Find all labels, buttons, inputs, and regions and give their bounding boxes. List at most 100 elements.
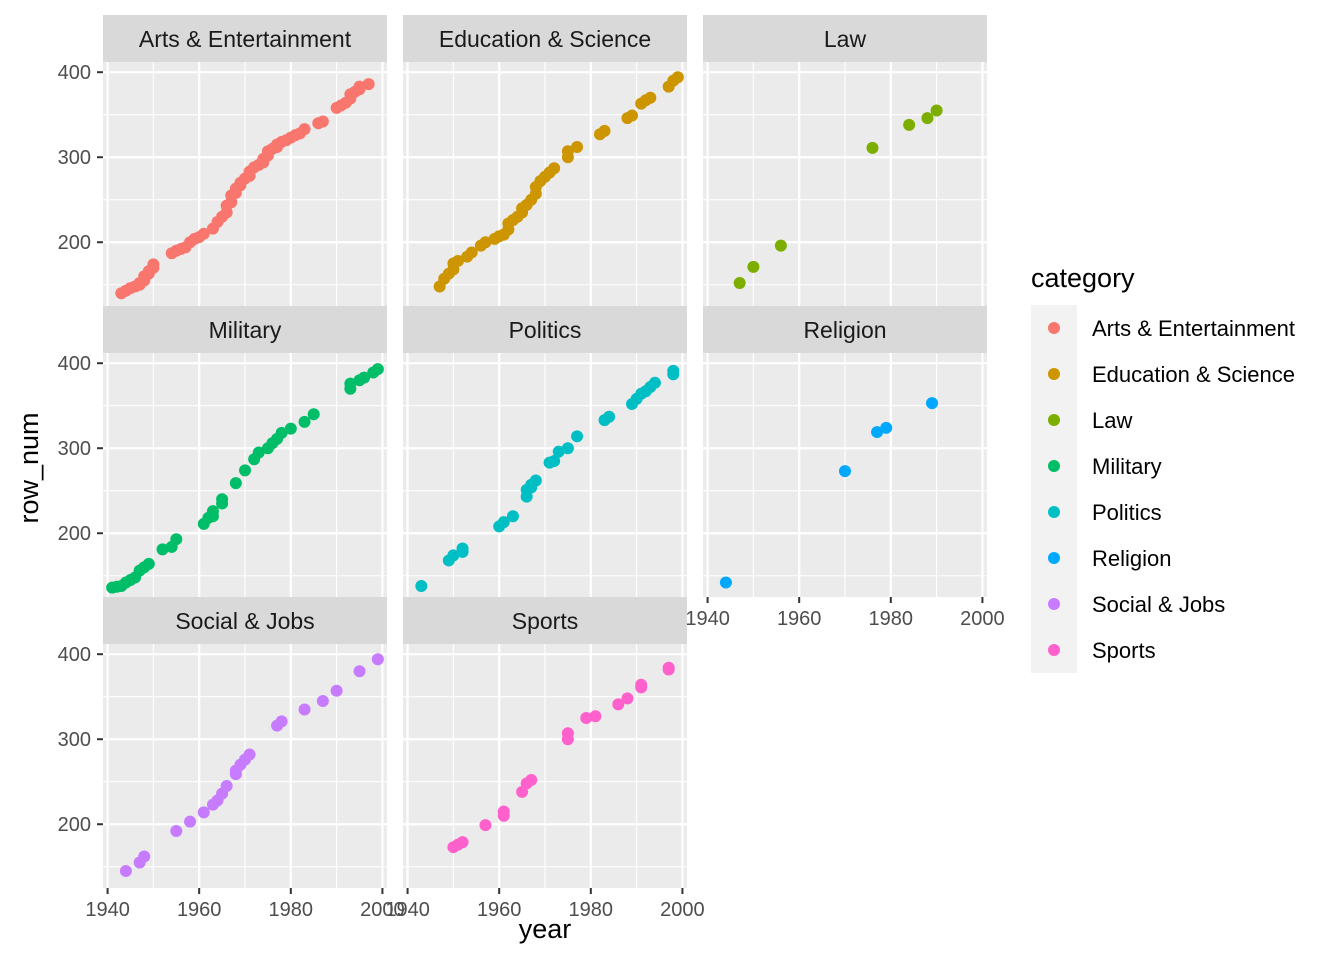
y-tick-label: 200 [58,523,91,545]
data-point [497,516,510,529]
data-point [561,145,574,158]
data-point [930,104,943,117]
x-tick-label: 1960 [777,608,822,630]
data-point [197,227,210,240]
data-point [298,703,311,716]
data-point [548,162,561,175]
data-point [571,430,584,443]
data-point [184,815,197,828]
legend-label-military: Military [1092,454,1162,479]
data-point [330,684,343,697]
data-point [603,410,616,423]
y-tick-label: 200 [58,814,91,836]
data-point [456,836,469,849]
y-tick-label: 300 [58,438,91,460]
data-point [589,710,602,723]
facet-strip-label: Military [209,317,282,343]
data-point [621,692,634,705]
x-tick-label: 1940 [85,899,130,921]
data-point [506,510,519,523]
data-point [926,397,939,410]
legend-label-education-and-science: Education & Science [1092,362,1295,387]
legend: category Arts & Entertainment Education &… [1031,263,1295,673]
data-point [648,376,661,389]
legend-label-law: Law [1092,408,1132,433]
data-point [667,364,680,377]
data-point [839,465,851,478]
data-point [903,118,916,131]
facet-panels: Arts & Entertainment 200 300 400 Education &… [58,15,1005,921]
data-point [465,246,478,259]
data-point [170,533,183,546]
facet-strip [403,306,687,353]
x-tick-label: 1980 [569,899,614,921]
data-point [644,91,657,104]
data-point [156,543,169,556]
facet-law: Law [703,15,987,306]
facet-strip-label: Education & Science [439,26,651,52]
data-point [561,442,574,455]
facet-politics: Politics [403,306,687,597]
data-point [626,109,639,122]
data-point [229,477,242,490]
legend-label-arts-and-entertainment: Arts & Entertainment [1092,316,1295,341]
legend-key-background [1031,305,1077,673]
data-point [307,408,320,421]
facet-strip [403,15,687,62]
facet-strip-label: Sports [512,608,578,634]
data-point [479,236,492,249]
data-point [525,774,538,787]
data-point [284,422,297,435]
data-point [298,415,311,428]
data-point [671,71,684,84]
legend-key-politics [1048,506,1060,518]
data-point [119,864,132,877]
data-point [239,464,251,477]
data-point [447,549,460,562]
data-point [880,421,893,434]
data-point [353,665,366,678]
legend-items: Arts & Entertainment Education & Science L… [1048,316,1295,663]
data-point [921,112,934,125]
data-point [747,260,760,273]
facet-strip-label: Religion [803,317,886,343]
data-point [871,426,884,439]
data-point [206,510,219,523]
facet-strip [103,15,387,62]
data-point [316,694,329,707]
facet-religion: Religion 1940 1960 1980 2000 [685,306,1005,630]
facet-strip-label: Law [824,26,867,52]
legend-title: category [1031,263,1135,293]
data-point [220,779,233,792]
data-point [571,141,584,154]
x-tick-label: 1980 [869,608,914,630]
data-point [635,678,648,691]
legend-key-law [1048,414,1060,426]
data-point [456,542,469,555]
data-point [316,115,329,128]
facet-social-and-jobs: Social & Jobs 200 300 400 1940 1960 1980 2000 [58,597,405,921]
facet-strip-label: Social & Jobs [175,608,314,634]
facet-military: Military 200 300 400 [58,306,387,597]
y-tick-label: 300 [58,147,91,169]
data-point [719,576,732,589]
legend-key-military [1048,460,1060,472]
data-point [662,661,675,674]
data-point [362,78,375,91]
legend-key-sports [1048,644,1060,656]
x-tick-label: 1940 [385,899,430,921]
x-tick-label: 1960 [477,899,522,921]
legend-label-politics: Politics [1092,500,1162,525]
y-tick-label: 400 [58,644,91,666]
x-axis-title: year [519,914,572,944]
data-point [552,445,565,458]
facet-education-and-science: Education & Science [403,15,687,306]
x-tick-label: 2000 [960,608,1005,630]
facet-strip [703,306,987,353]
data-point [774,239,787,252]
data-point [548,454,561,467]
data-point [344,377,357,390]
data-point [612,698,625,711]
legend-label-sports: Sports [1092,638,1156,663]
data-point [561,727,574,740]
